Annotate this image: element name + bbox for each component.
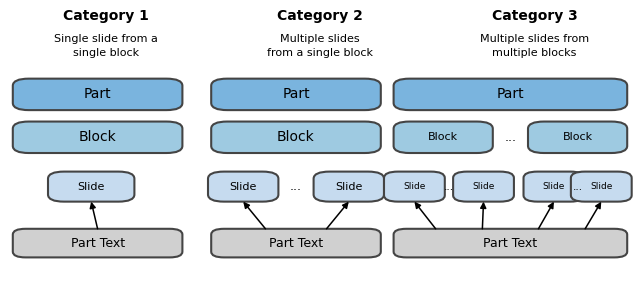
- FancyBboxPatch shape: [528, 122, 627, 153]
- Text: Slide: Slide: [77, 182, 105, 192]
- Text: Slide: Slide: [230, 182, 257, 192]
- FancyBboxPatch shape: [571, 172, 632, 202]
- Text: ...: ...: [290, 180, 302, 193]
- Text: Part: Part: [282, 88, 310, 101]
- Text: Category 3: Category 3: [492, 9, 577, 23]
- FancyBboxPatch shape: [211, 229, 381, 257]
- FancyBboxPatch shape: [314, 172, 384, 202]
- FancyBboxPatch shape: [208, 172, 278, 202]
- FancyBboxPatch shape: [48, 172, 134, 202]
- Text: Block: Block: [563, 132, 593, 142]
- Text: Part: Part: [497, 88, 524, 101]
- Text: ...: ...: [504, 131, 516, 144]
- Text: Part: Part: [84, 88, 111, 101]
- Text: Slide: Slide: [590, 182, 612, 191]
- Text: ...: ...: [573, 182, 582, 192]
- Text: Slide: Slide: [472, 182, 495, 191]
- Text: Part Text: Part Text: [70, 237, 125, 250]
- FancyBboxPatch shape: [13, 122, 182, 153]
- Text: Single slide from a
single block: Single slide from a single block: [54, 34, 157, 57]
- Text: Block: Block: [428, 132, 458, 142]
- FancyBboxPatch shape: [524, 172, 584, 202]
- FancyBboxPatch shape: [211, 79, 381, 110]
- FancyBboxPatch shape: [13, 229, 182, 257]
- Text: Category 1: Category 1: [63, 9, 148, 23]
- Text: Block: Block: [277, 130, 315, 144]
- FancyBboxPatch shape: [394, 122, 493, 153]
- FancyBboxPatch shape: [453, 172, 514, 202]
- Text: Multiple slides from
multiple blocks: Multiple slides from multiple blocks: [480, 34, 589, 57]
- Text: Part Text: Part Text: [483, 237, 538, 250]
- Text: Slide: Slide: [335, 182, 362, 192]
- FancyBboxPatch shape: [13, 79, 182, 110]
- Text: Part Text: Part Text: [269, 237, 323, 250]
- Text: Slide: Slide: [543, 182, 565, 191]
- Text: ...: ...: [444, 182, 454, 192]
- FancyBboxPatch shape: [394, 79, 627, 110]
- Text: Slide: Slide: [403, 182, 426, 191]
- Text: Category 2: Category 2: [277, 9, 363, 23]
- FancyBboxPatch shape: [384, 172, 445, 202]
- FancyBboxPatch shape: [211, 122, 381, 153]
- FancyBboxPatch shape: [394, 229, 627, 257]
- Text: Block: Block: [79, 130, 116, 144]
- Text: Multiple slides
from a single block: Multiple slides from a single block: [267, 34, 373, 57]
